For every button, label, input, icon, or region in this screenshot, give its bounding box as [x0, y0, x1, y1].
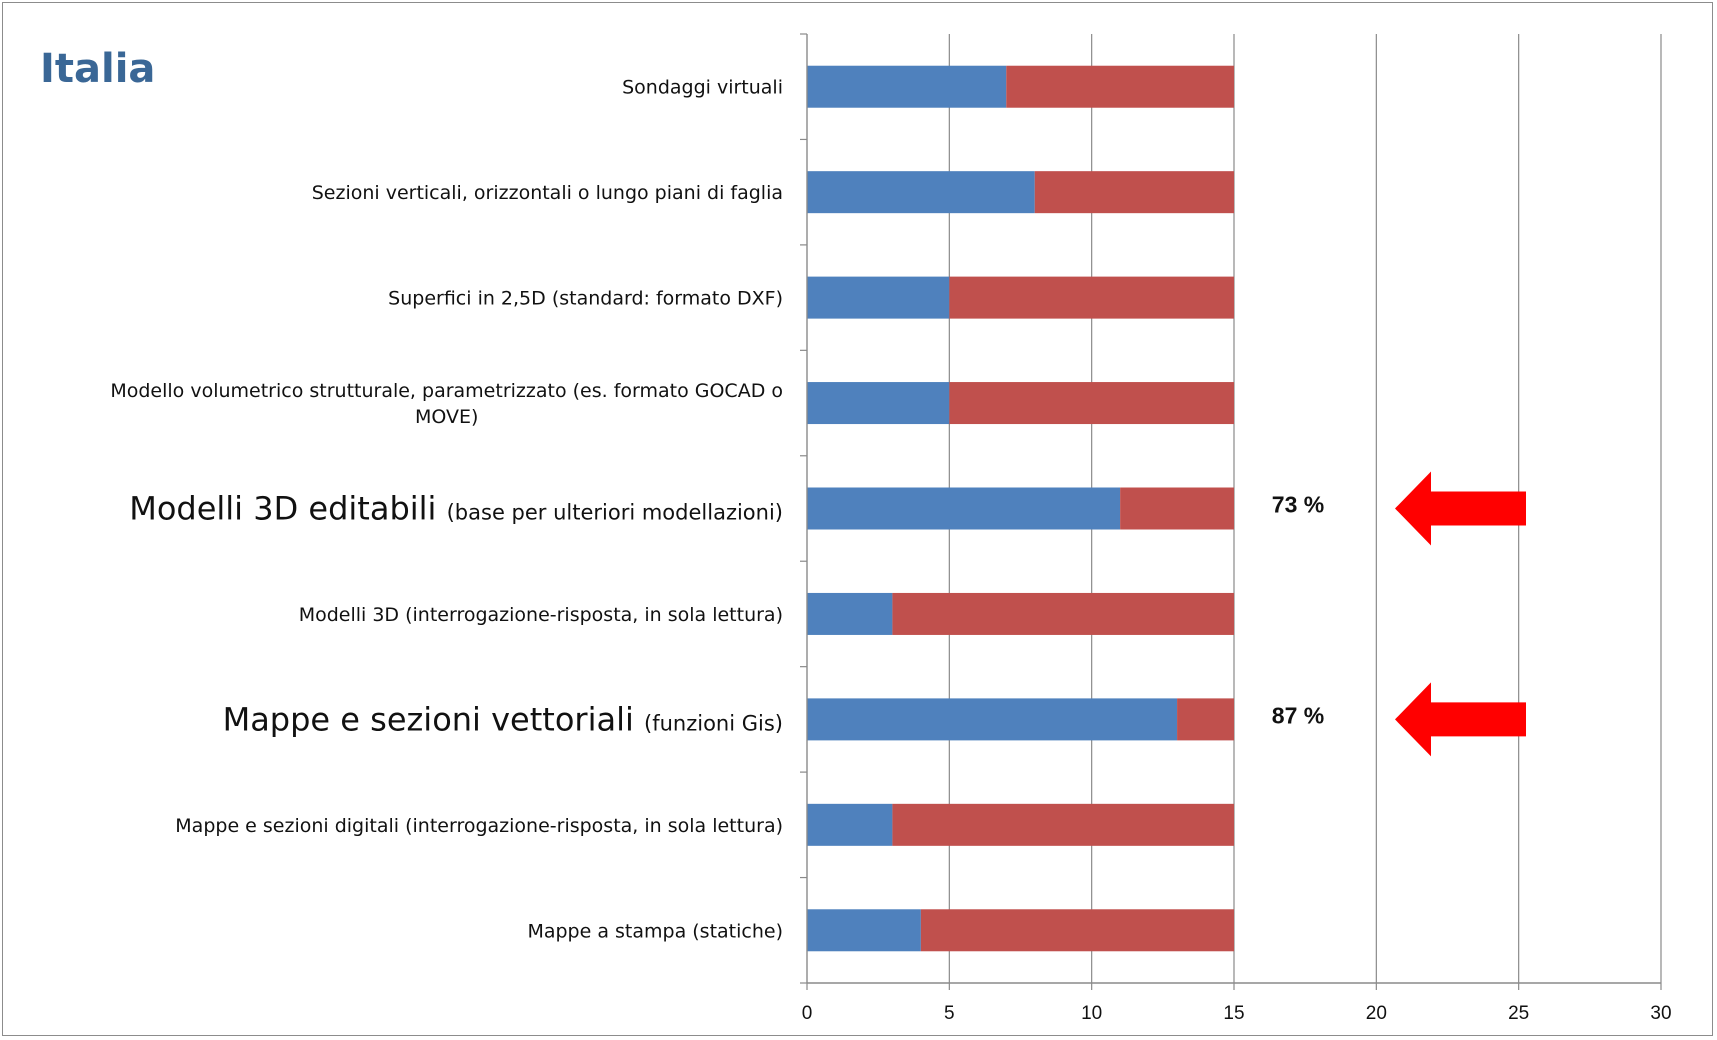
- category-label: Mappe a stampa (statiche): [527, 920, 783, 942]
- bar-segment-1-4: [807, 382, 950, 425]
- bar-segment-2-6: [892, 592, 1234, 635]
- bar-segment-2-7: [1177, 698, 1234, 741]
- bar-segment-2-2: [1034, 171, 1234, 214]
- percent-label: 73 %: [1272, 492, 1324, 518]
- x-tick-label: 25: [1508, 1003, 1529, 1024]
- category-label: Modelli 3D (interrogazione-risposta, in …: [299, 604, 783, 626]
- category-label-line-2: MOVE): [415, 406, 478, 428]
- arrow-left-icon: [1395, 471, 1526, 546]
- category-label: Sondaggi virtuali: [622, 77, 783, 99]
- bar-segment-2-1: [1006, 65, 1234, 108]
- bar-segment-2-8: [892, 803, 1234, 846]
- bar-segment-1-5: [807, 487, 1121, 530]
- x-tick-label: 30: [1650, 1003, 1671, 1024]
- bar-segment-2-3: [949, 276, 1234, 319]
- category-label-detail: (base per ulteriori modellazioni): [447, 501, 783, 525]
- x-tick-label: 0: [802, 1003, 813, 1024]
- category-label: Sezioni verticali, orizzontali o lungo p…: [312, 182, 783, 204]
- category-label-main: Mappe e sezioni vettoriali: [223, 700, 644, 738]
- category-label: Modelli 3D editabili (base per ulteriori…: [129, 490, 783, 528]
- percent-label: 87 %: [1272, 702, 1324, 728]
- bar-segment-2-4: [949, 382, 1234, 425]
- bar-segment-1-1: [807, 65, 1007, 108]
- category-label: Mappe e sezioni digitali (interrogazione…: [175, 815, 783, 837]
- x-tick-label: 15: [1223, 1003, 1244, 1024]
- category-label: Mappe e sezioni vettoriali (funzioni Gis…: [223, 700, 783, 738]
- bar-segment-1-8: [807, 803, 893, 846]
- bar-segment-1-7: [807, 698, 1178, 741]
- arrow-left-icon: [1395, 682, 1526, 757]
- category-label: Superfici in 2,5D (standard: formato DXF…: [388, 288, 783, 310]
- x-tick-label: 10: [1081, 1003, 1102, 1024]
- bar-segment-1-3: [807, 276, 950, 319]
- x-tick-label: 5: [944, 1003, 955, 1024]
- bar-segment-2-5: [1120, 487, 1234, 530]
- bar-segment-1-2: [807, 171, 1035, 214]
- x-tick-label: 20: [1366, 1003, 1387, 1024]
- category-label-detail: (funzioni Gis): [644, 711, 783, 735]
- bar-segment-1-6: [807, 592, 893, 635]
- bar-segment-2-9: [920, 909, 1234, 952]
- bar-segment-1-9: [807, 909, 921, 952]
- chart-title: Italia: [40, 46, 155, 92]
- category-label-main: Modelli 3D editabili: [129, 490, 446, 528]
- category-label: Modello volumetrico strutturale, paramet…: [110, 380, 783, 402]
